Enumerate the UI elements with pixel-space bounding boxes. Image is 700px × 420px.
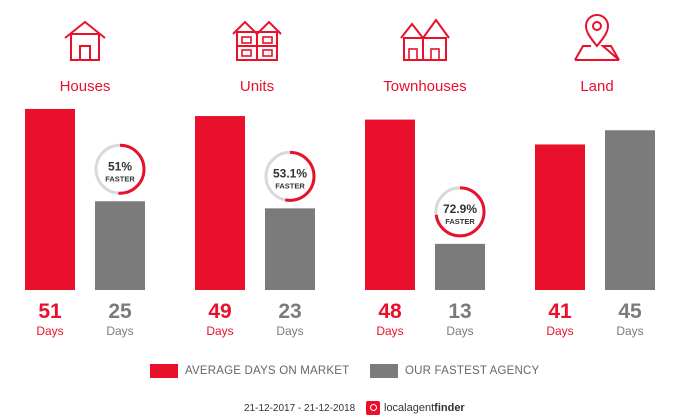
land-pin-dot (592, 21, 602, 31)
brand-name: localagentfinder (384, 402, 465, 414)
faster-percent: 51% (108, 159, 132, 173)
brand-name-bold: finder (434, 402, 465, 414)
brand-name-light: localagent (384, 402, 435, 414)
bar-fastest (435, 243, 485, 290)
bar-average (195, 116, 245, 290)
bar-unit-label: Days (446, 324, 473, 338)
units-icon (232, 20, 282, 61)
bar-value-label: 13 (448, 300, 471, 323)
bar-average (365, 119, 415, 290)
legend-swatch-average (150, 364, 178, 378)
faster-percent: 53.1% (273, 166, 307, 180)
land-pin (584, 14, 610, 48)
bar-unit-label: Days (106, 324, 133, 338)
legend-label-fastest: OUR FASTEST AGENCY (405, 365, 540, 377)
faster-badge: 72.9%FASTER (434, 186, 486, 238)
bar-value-label: 25 (108, 300, 132, 323)
townhouse-door (408, 48, 418, 61)
house-roof (64, 20, 106, 39)
faster-label: FASTER (275, 181, 305, 190)
bar-unit-label: Days (376, 324, 403, 338)
units-dividers (237, 32, 277, 60)
townhouse-roof (422, 18, 450, 39)
house-icon (64, 20, 106, 61)
faster-ring-progress (264, 150, 316, 202)
faster-label: FASTER (105, 174, 135, 183)
bar-unit-label: Days (616, 324, 643, 338)
land-ground (574, 45, 620, 61)
bar-average (535, 144, 585, 290)
category-label: Land (580, 78, 613, 95)
townhouses-icon (400, 18, 450, 61)
date-range: 21-12-2017 - 21-12-2018 (244, 403, 356, 414)
units-window (262, 36, 273, 44)
bar-fastest (605, 130, 655, 290)
bar-value-label: 41 (548, 300, 572, 323)
bar-value-label: 48 (378, 300, 402, 323)
legend-swatch-fastest (370, 364, 398, 378)
faster-ring-progress (94, 143, 146, 195)
category-label: Townhouses (383, 78, 466, 95)
category-label: Units (240, 78, 274, 95)
faster-ring-progress (434, 186, 486, 238)
bar-unit-label: Days (546, 324, 573, 338)
bar-value-label: 45 (618, 300, 642, 323)
faster-badge: 53.1%FASTER (264, 150, 316, 202)
bar-value-label: 49 (208, 300, 231, 323)
brand-logo: localagentfinder (366, 400, 465, 416)
bar-value-label: 51 (38, 300, 62, 323)
faster-label: FASTER (445, 217, 475, 226)
bar-fastest (95, 201, 145, 290)
faster-badge: 51%FASTER (94, 143, 146, 195)
bar-average (25, 108, 75, 290)
category-label: Houses (60, 78, 111, 95)
bar-fastest (265, 208, 315, 290)
townhouse-door (430, 48, 440, 61)
chart-legend: AVERAGE DAYS ON MARKET OUR FASTEST AGENC… (0, 364, 700, 380)
bar-value-label: 23 (278, 300, 301, 323)
land-pin-icon (574, 14, 620, 61)
bar-unit-label: Days (36, 324, 63, 338)
bar-unit-label: Days (276, 324, 303, 338)
townhouse-roof (400, 22, 424, 39)
house-door (79, 45, 91, 61)
brand-badge-icon (366, 401, 380, 415)
legend-label-average: AVERAGE DAYS ON MARKET (185, 365, 350, 377)
faster-percent: 72.9% (443, 202, 477, 216)
units-window (262, 49, 273, 57)
units-window (241, 36, 252, 44)
units-window (241, 49, 252, 57)
bar-unit-label: Days (206, 324, 233, 338)
